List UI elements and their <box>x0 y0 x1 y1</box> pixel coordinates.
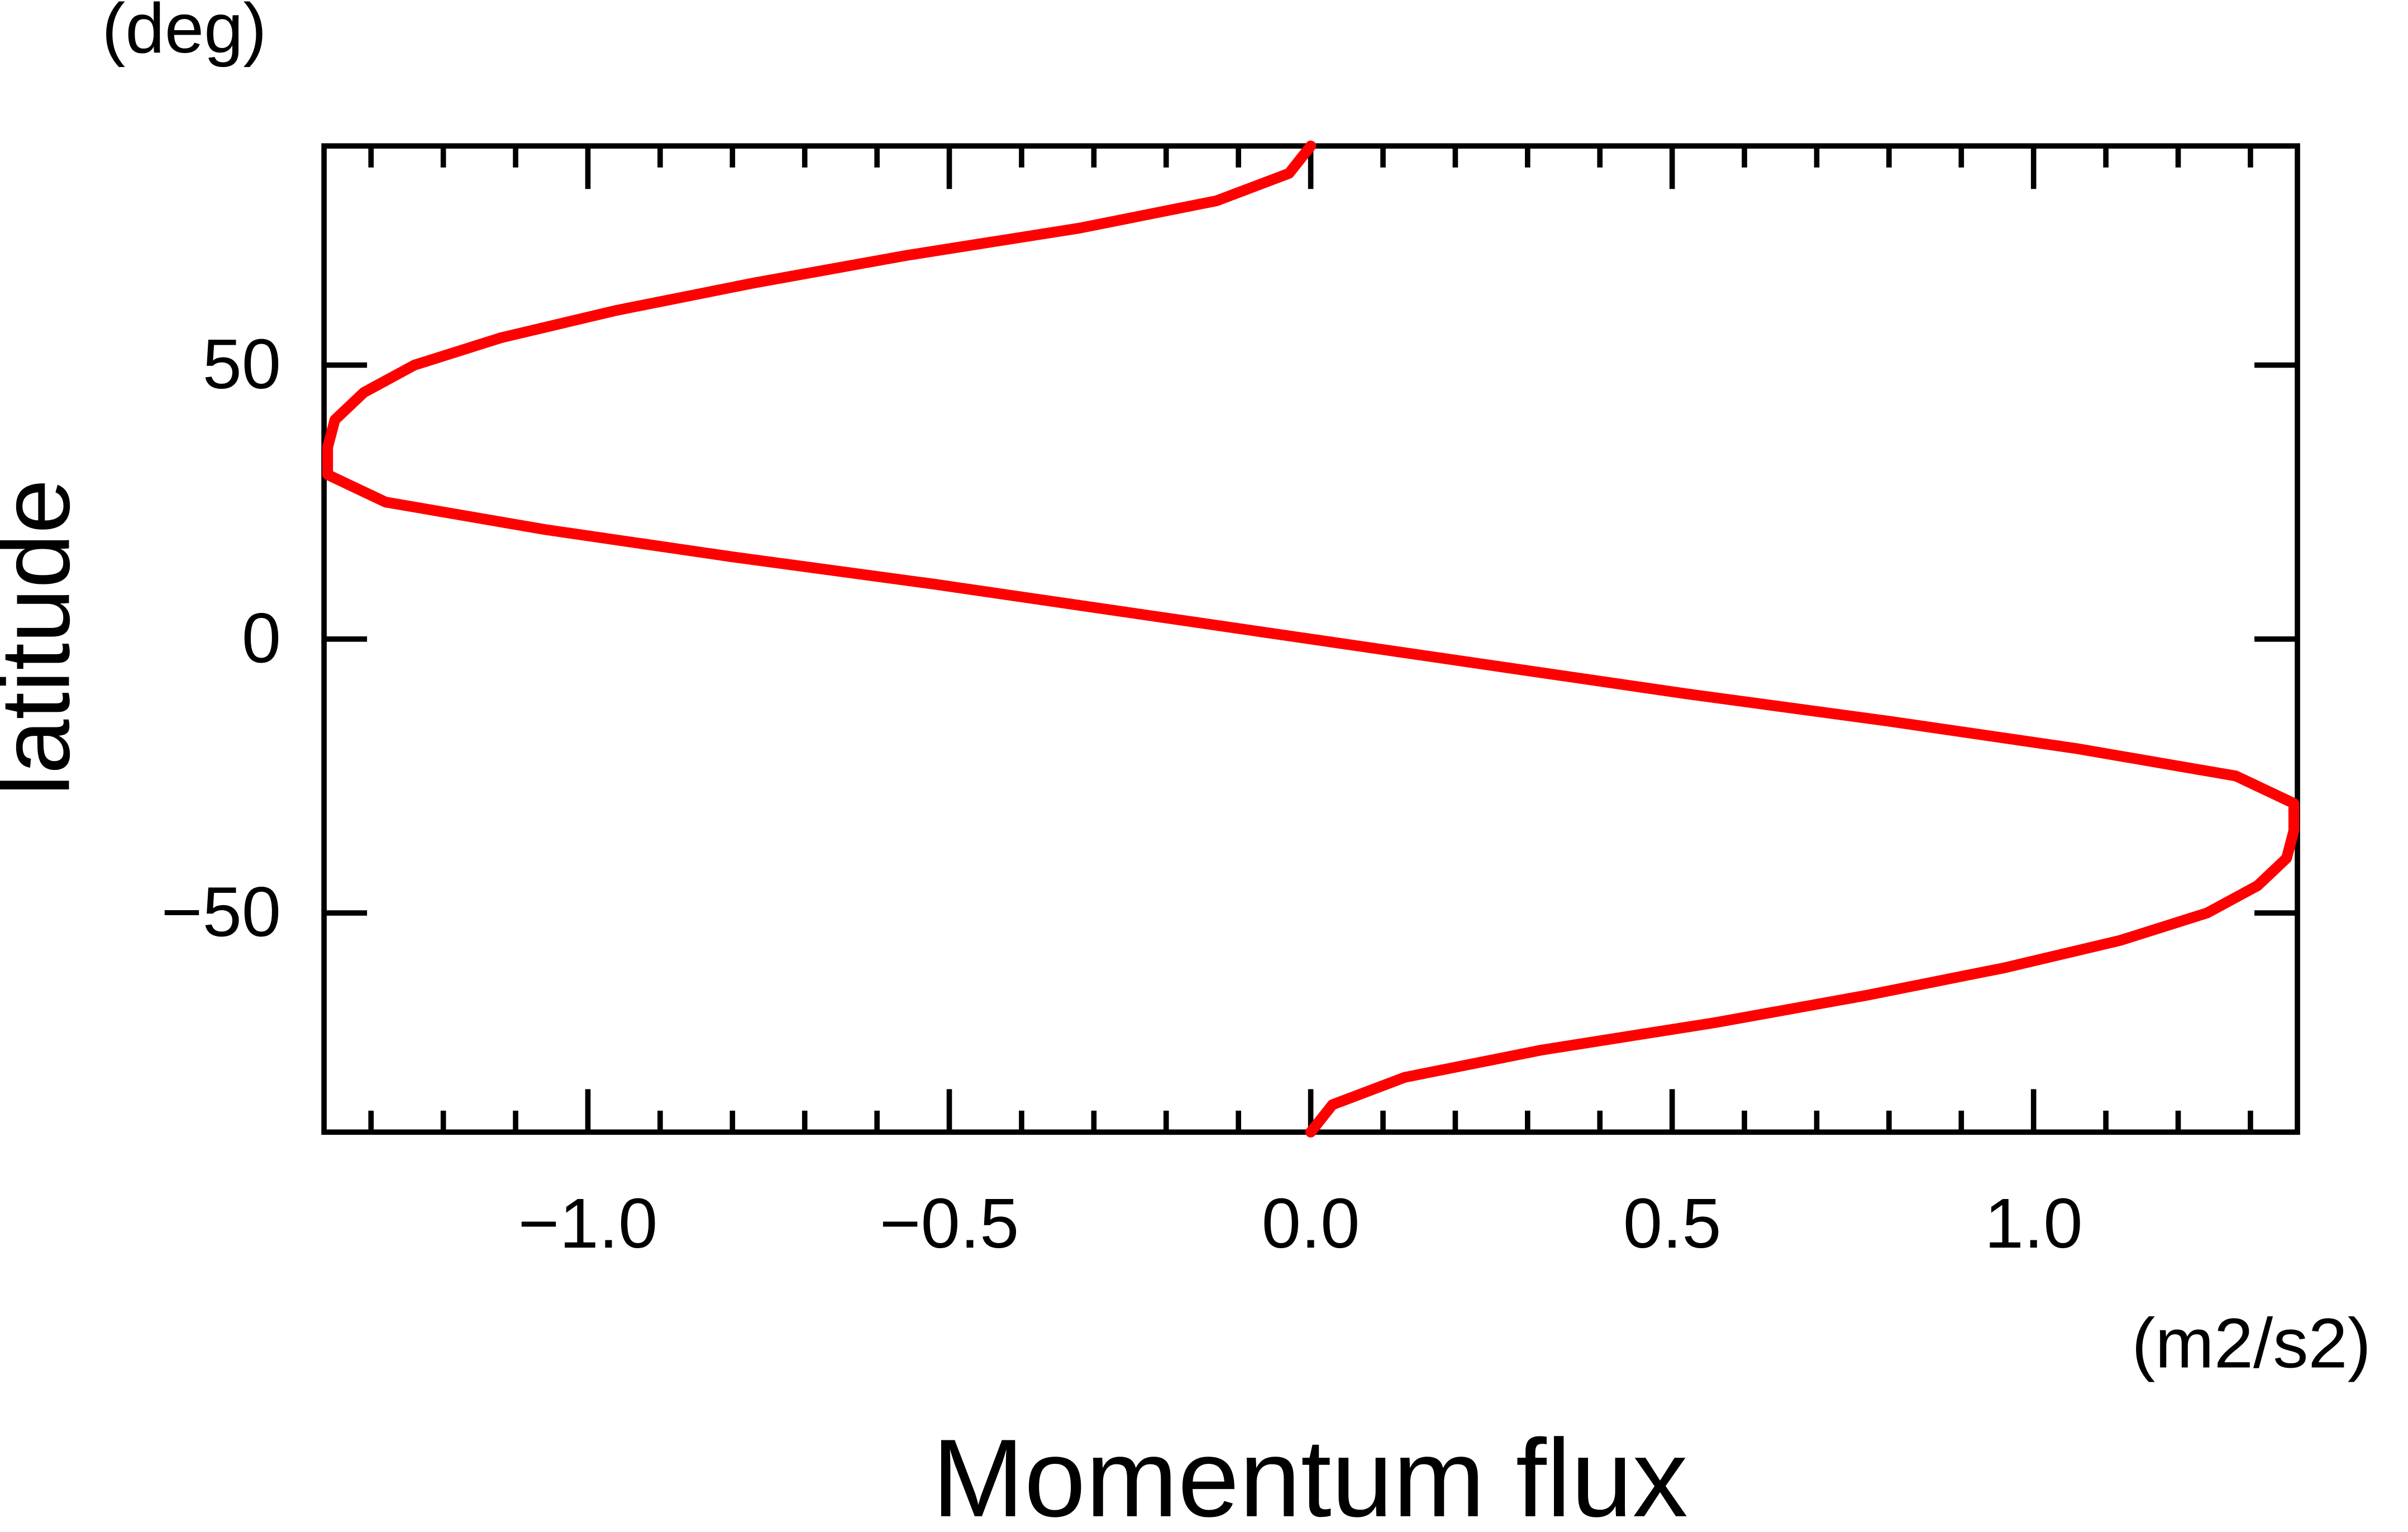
x-tick-label: −0.5 <box>880 1184 1019 1263</box>
x-axis-label: Momentum flux <box>932 1416 1688 1532</box>
y-unit: (deg) <box>102 0 266 68</box>
x-tick-label: 0.5 <box>1623 1184 1722 1263</box>
x-tick-label: 0.0 <box>1262 1184 1360 1263</box>
y-tick-label: 50 <box>202 325 281 403</box>
x-tick-label: −1.0 <box>518 1184 658 1263</box>
x-unit: (m2/s2) <box>2132 1303 2371 1382</box>
y-tick-label: 0 <box>242 598 281 677</box>
y-axis-label: latitude <box>0 479 90 796</box>
y-tick-label: −50 <box>161 873 282 951</box>
flux-line <box>322 140 2300 1138</box>
x-tick-label: 1.0 <box>1985 1184 2083 1263</box>
